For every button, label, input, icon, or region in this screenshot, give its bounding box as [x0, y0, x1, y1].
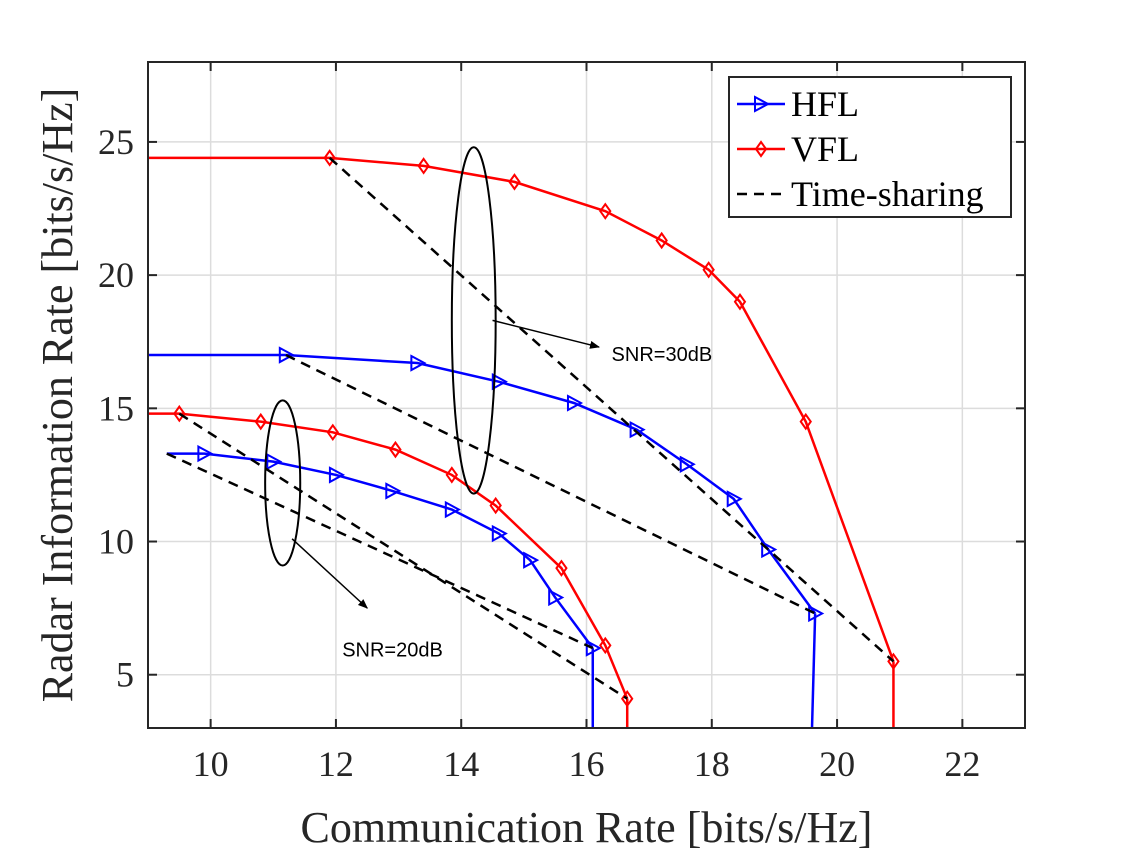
hfl-marker — [444, 500, 461, 519]
y-tick-label: 15 — [98, 388, 134, 428]
time-sharing-line — [166, 452, 594, 650]
y-tick-label: 25 — [98, 122, 134, 162]
vfl-marker — [489, 496, 502, 515]
vfl-marker — [254, 412, 267, 431]
hfl-marker — [566, 394, 584, 412]
hfl-marker — [548, 588, 565, 607]
vfl-marker — [702, 261, 715, 279]
x-tick-label: 14 — [443, 744, 479, 784]
hfl-marker — [278, 346, 295, 364]
hfl-marker — [491, 524, 508, 543]
vfl-marker — [599, 202, 612, 220]
vfl-curve — [148, 156, 895, 662]
vfl-marker — [620, 689, 634, 708]
vfl-marker — [326, 423, 340, 442]
y-tick-label: 5 — [116, 655, 134, 695]
snr-annotation: SNR=30dB — [612, 344, 713, 366]
hfl-marker — [585, 639, 602, 657]
vfl-marker — [173, 404, 186, 423]
hfl-marker — [197, 444, 214, 463]
vfl-marker — [799, 412, 812, 431]
x-tick-label: 10 — [193, 744, 229, 784]
x-tick-label: 20 — [819, 744, 855, 784]
x-tick-label: 16 — [569, 744, 605, 784]
hfl-marker — [266, 452, 283, 471]
vfl-marker — [508, 173, 521, 191]
vfl-marker — [555, 559, 568, 577]
snr-ellipse — [264, 399, 302, 567]
x-tick-label: 22 — [944, 744, 980, 784]
vfl-curve — [148, 412, 629, 700]
vfl-marker — [733, 293, 747, 311]
vfl-marker — [323, 149, 336, 167]
legend-label: HFL — [791, 84, 859, 124]
hfl-marker — [808, 604, 825, 623]
hfl-marker — [491, 373, 508, 391]
hfl-marker — [679, 455, 696, 473]
legend: HFL VFL Time-sharing — [728, 76, 1012, 218]
x-axis-label: Communication Rate [bits/s/Hz] — [301, 803, 873, 850]
time-sharing-line — [178, 412, 628, 700]
x-tick-label: 12 — [318, 744, 354, 784]
plot-area — [148, 149, 900, 729]
hfl-marker — [410, 354, 427, 372]
snr-arrow — [291, 538, 368, 609]
snr-ellipse — [450, 146, 497, 495]
hfl-marker — [385, 482, 402, 500]
vfl-marker — [599, 636, 612, 655]
hfl-marker — [754, 95, 771, 113]
annotations: SNR=30dB SNR=20dB — [264, 146, 713, 662]
time-sharing-line — [285, 353, 816, 615]
y-tick-label: 10 — [98, 522, 134, 562]
hfl-curve — [166, 452, 594, 649]
vfl-marker — [445, 466, 459, 484]
snr-arrow — [492, 319, 600, 349]
x-tick-label: 18 — [694, 744, 730, 784]
legend-label: Time-sharing — [791, 174, 984, 214]
hfl-curve — [148, 353, 817, 615]
ticks: 10 12 14 16 18 20 22 5 10 15 20 25 — [98, 62, 1025, 784]
vfl-marker — [754, 140, 768, 158]
vfl-marker — [417, 157, 430, 175]
time-sharing-line — [328, 156, 895, 663]
hfl-vertical-segment — [810, 613, 817, 729]
y-axis-label: Radar Information Rate [bits/s/Hz] — [33, 88, 82, 703]
hfl-marker — [726, 490, 743, 508]
legend-label: VFL — [791, 129, 859, 169]
hfl-marker — [523, 551, 540, 569]
vfl-marker — [389, 440, 402, 459]
hfl-marker — [328, 466, 346, 484]
vfl-marker — [655, 231, 668, 250]
snr-annotation: SNR=20dB — [342, 640, 443, 662]
y-tick-label: 20 — [98, 255, 134, 295]
hfl-marker — [761, 540, 778, 559]
